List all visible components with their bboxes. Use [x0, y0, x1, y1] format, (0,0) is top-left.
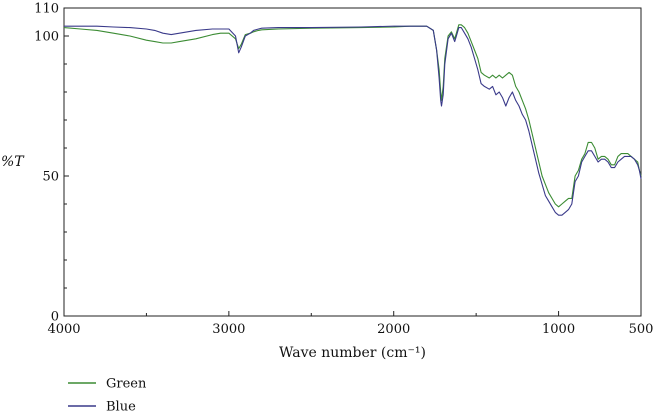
legend-label-green: Green	[106, 377, 147, 392]
legend: Green Blue	[68, 377, 147, 411]
x-tick-label: 500	[629, 322, 653, 337]
x-tick-label: 2000	[377, 322, 410, 337]
plot-frame	[63, 7, 642, 317]
y-axis-label: %T	[1, 154, 25, 170]
series-lines	[63, 24, 642, 216]
y-tick-label: 100	[34, 30, 59, 45]
y-axis-ticks: 0 50 100 110	[34, 2, 69, 325]
x-axis-label: Wave number (cm⁻¹)	[279, 345, 426, 361]
x-tick-label: 3000	[212, 322, 245, 337]
legend-label-blue: Blue	[106, 400, 136, 411]
x-tick-label: 4000	[47, 322, 80, 337]
y-tick-label: 50	[42, 170, 59, 185]
y-tick-label: 110	[34, 2, 59, 17]
y-tick-label: 0	[51, 310, 59, 325]
x-tick-label: 1000	[542, 322, 575, 337]
series-line-green	[63, 24, 642, 208]
x-axis-ticks: 4000 3000 2000 1000 500	[47, 311, 653, 337]
series-line-blue	[64, 25, 642, 216]
